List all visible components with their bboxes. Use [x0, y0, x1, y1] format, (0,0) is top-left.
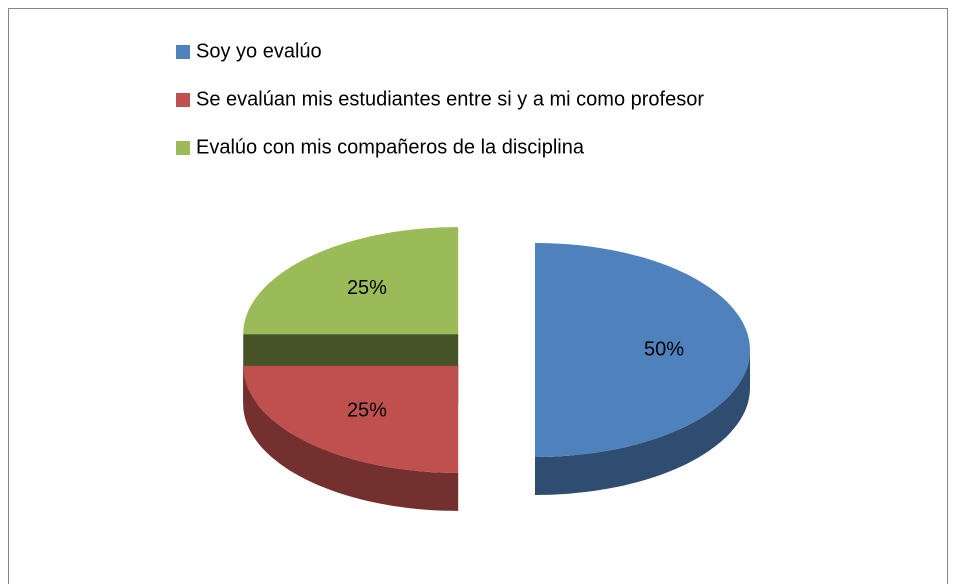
data-label: 25% [347, 277, 387, 299]
pie-slice-side [535, 350, 750, 495]
legend-swatch [176, 141, 190, 155]
pie-slice [243, 227, 459, 335]
pie-slice-face [243, 334, 459, 373]
legend-swatch [176, 93, 190, 107]
pie-slice [243, 365, 459, 473]
pie-slice [535, 243, 750, 457]
data-label: 50% [644, 338, 684, 360]
legend-label: Se evalúan mis estudiantes entre si y a … [196, 88, 704, 110]
data-label: 25% [347, 400, 387, 422]
legend-swatch [176, 45, 190, 59]
chart-frame [8, 8, 948, 584]
legend-label: Evalúo con mis compañeros de la discipli… [196, 136, 585, 158]
legend-label: Soy yo evalúo [196, 40, 322, 62]
pie-slice-side [243, 365, 459, 511]
